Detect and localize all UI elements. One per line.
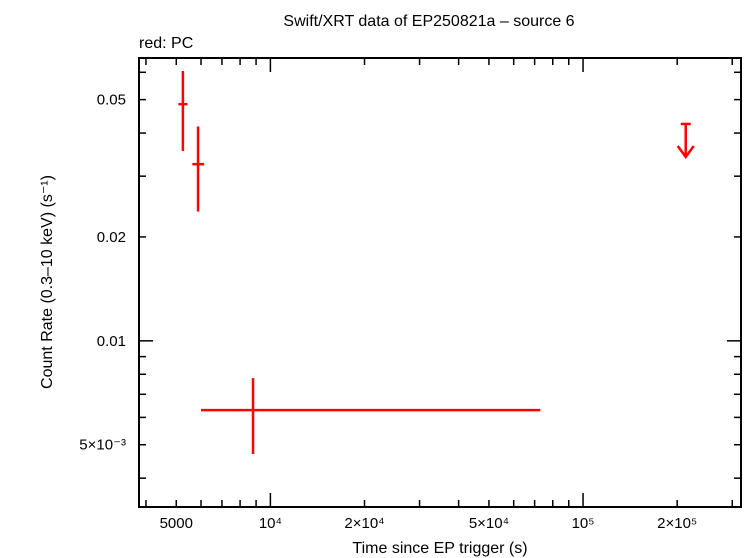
x-tick-label: 10⁵ (572, 515, 595, 532)
plot-frame (138, 57, 742, 508)
x-tick-label: 2×10⁴ (344, 515, 384, 532)
data-point (192, 126, 205, 212)
upper-limit-arrow (676, 122, 695, 160)
x-tick-label: 2×10⁵ (657, 515, 697, 532)
x-tick-label: 5×10⁴ (469, 515, 509, 532)
x-tick-label: 10⁴ (259, 515, 282, 532)
y-tick-label: 0.05 (97, 92, 126, 109)
data-point (201, 378, 541, 454)
chart-subtitle: red: PC (139, 35, 193, 52)
y-tick-label: 5×10⁻³ (79, 437, 126, 454)
upper-limit-head (676, 145, 695, 160)
x-axis-label: Time since EP trigger (s) (352, 540, 527, 557)
axis-ticks (139, 58, 741, 507)
y-axis-label: Count Rate (0.3–10 keV) (s⁻¹) (39, 175, 56, 389)
chart-title: Swift/XRT data of EP250821a – source 6 (283, 13, 574, 30)
y-tick-label: 0.01 (97, 333, 126, 350)
y-tick-label: 0.02 (97, 229, 126, 246)
data-series-pc (178, 71, 695, 454)
x-tick-labels: 5000 10⁴ 2×10⁴ 5×10⁴ 10⁵ 2×10⁵ (160, 515, 698, 532)
x-tick-label: 5000 (160, 515, 193, 532)
data-point (178, 71, 188, 151)
y-tick-labels: 0.05 0.02 0.01 5×10⁻³ (79, 92, 126, 454)
